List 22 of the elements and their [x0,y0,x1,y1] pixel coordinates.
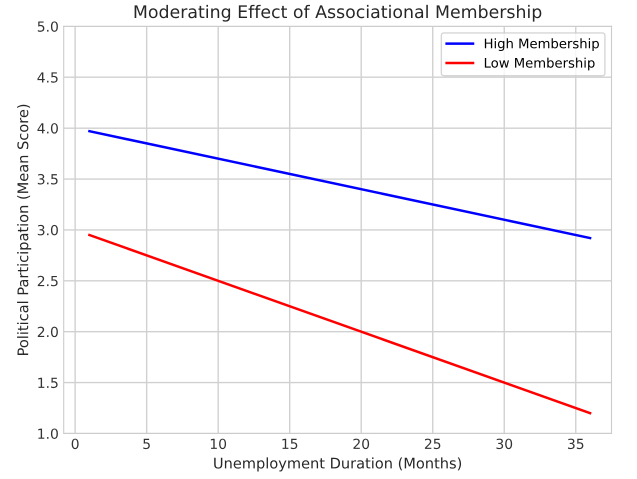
x-tick-label: 25 [424,438,440,450]
y-tick-label: 3.0 [38,224,58,236]
x-tick-label: 15 [282,438,298,450]
y-tick-label: 4.0 [37,123,58,134]
y-tick-label: 3.5 [38,174,58,184]
y-axis-title: Political Participation (Mean Score) [17,104,32,355]
x-tick-label: 0 [72,438,79,450]
y-tick-label: 4.5 [37,72,58,83]
x-tick-label: 5 [143,438,150,450]
legend-label: High Membership [484,38,599,51]
x-tick-label: 35 [568,438,584,450]
x-tick-label: 20 [353,438,370,450]
chart-title: Moderating Effect of Associational Membership [134,4,542,22]
x-tick-label: 10 [210,438,226,450]
y-tick-label: 1.0 [38,428,58,439]
y-tick-label: 5.0 [38,21,58,32]
y-tick-label: 2.5 [38,276,58,286]
legend-label: Low Membership [484,58,595,70]
x-axis-title: Unemployment Duration (Months) [214,457,462,472]
y-tick-label: 2.0 [38,326,58,338]
y-tick-label: 1.5 [38,378,58,388]
x-tick-label: 30 [496,438,512,450]
